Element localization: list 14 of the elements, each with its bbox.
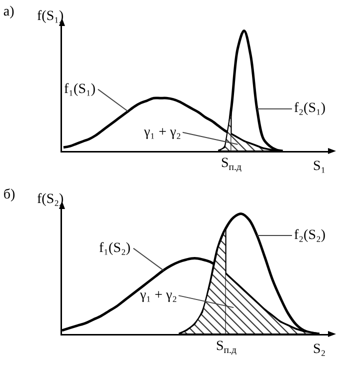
text: S$_{п.д}$ [221, 156, 242, 173]
chart-title: а) [3, 4, 15, 20]
annotation: γ₁ + γ₂ [139, 288, 178, 303]
text: S$_{п.д}$ [216, 339, 236, 356]
chart-title: б) [3, 187, 16, 202]
text: f₁(S₁) [64, 82, 96, 97]
annotation: γ₁ + γ₂ [143, 125, 182, 140]
x-axis-title: S₁ [313, 159, 326, 174]
text: f₂(S₂) [294, 228, 326, 243]
text: f₂(S₁) [294, 101, 326, 116]
text: f₁(S₂) [99, 241, 131, 256]
y-axis-title: f(S₁) [37, 9, 64, 24]
x-axis-title: S₂ [313, 342, 326, 357]
y-axis-title: f(S₂) [37, 192, 64, 207]
